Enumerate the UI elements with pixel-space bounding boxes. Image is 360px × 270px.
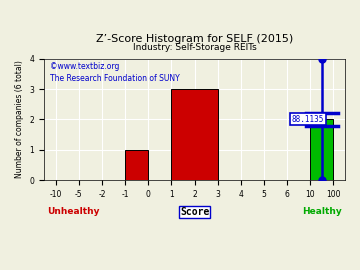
Text: Industry: Self-Storage REITs: Industry: Self-Storage REITs (133, 43, 256, 52)
Title: Z’-Score Histogram for SELF (2015): Z’-Score Histogram for SELF (2015) (96, 34, 293, 44)
Bar (171, 89, 218, 180)
Text: Score: Score (180, 207, 209, 217)
Text: 88.1135: 88.1135 (292, 115, 324, 124)
Bar (125, 150, 148, 180)
Text: Healthy: Healthy (302, 207, 342, 216)
Text: ©www.textbiz.org: ©www.textbiz.org (50, 62, 120, 71)
Text: The Research Foundation of SUNY: The Research Foundation of SUNY (50, 75, 180, 83)
Bar (310, 119, 333, 180)
Y-axis label: Number of companies (6 total): Number of companies (6 total) (15, 60, 24, 178)
Text: Unhealthy: Unhealthy (47, 207, 100, 216)
